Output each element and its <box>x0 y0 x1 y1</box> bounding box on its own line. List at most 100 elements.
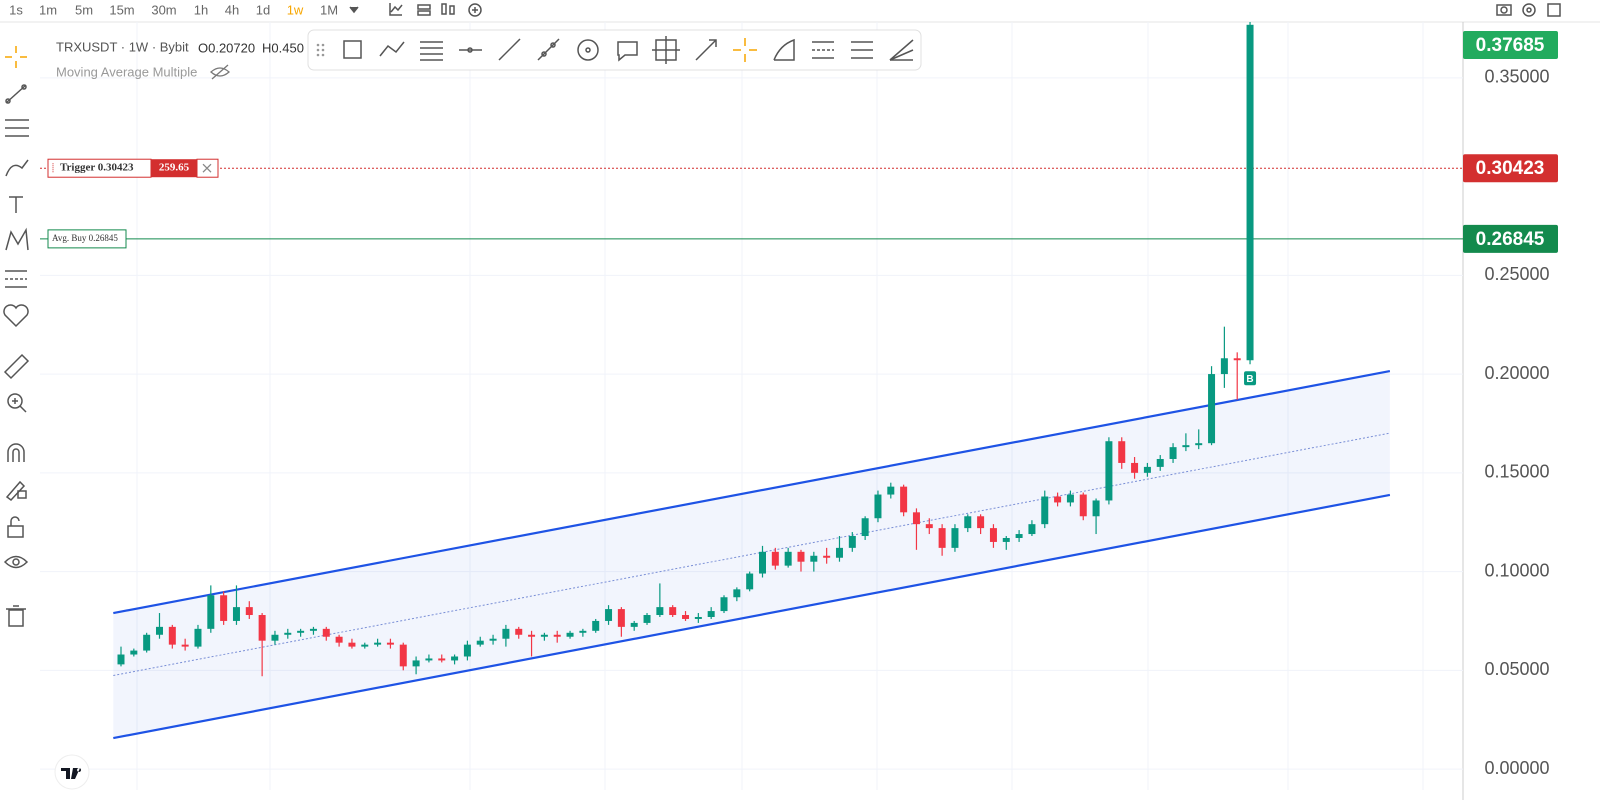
ray-tool[interactable] <box>498 38 521 61</box>
zoom-tool[interactable] <box>7 393 27 413</box>
candle-body <box>759 551 766 574</box>
interval-button[interactable]: 4h <box>225 2 239 17</box>
interval-button[interactable]: 1M <box>320 2 338 17</box>
candle-body <box>1066 494 1074 503</box>
candle-body <box>412 660 420 667</box>
last-price-label: 0.37685 <box>1476 35 1545 56</box>
prediction-tool[interactable] <box>5 270 27 288</box>
candle-body <box>810 555 818 562</box>
candle-body <box>361 644 369 647</box>
candle-body <box>720 597 728 612</box>
candle-body <box>1041 496 1049 525</box>
y-tick-label: 0.00000 <box>1484 758 1549 778</box>
order-label[interactable]: Trigger 0.30423 259.65 <box>47 158 219 178</box>
interval-button[interactable]: 30m <box>151 2 176 17</box>
fib-levels-tool[interactable] <box>851 41 873 59</box>
indicator-visibility[interactable] <box>210 64 230 80</box>
candle-body <box>232 607 240 621</box>
interval-button[interactable]: 1d <box>256 2 270 17</box>
interval-button[interactable]: 1m <box>39 2 57 17</box>
candle-body <box>502 628 510 639</box>
more-intervals[interactable] <box>349 6 359 14</box>
candle-body <box>515 628 523 635</box>
circle-tool[interactable] <box>577 39 599 61</box>
candle-body <box>1118 441 1126 463</box>
price-line-axis-label: 0.30423 <box>1476 158 1545 179</box>
y-tick-label: 0.20000 <box>1484 363 1549 383</box>
arrow-tool[interactable] <box>695 39 717 61</box>
trendline-tool[interactable] <box>5 84 27 104</box>
candle-body <box>900 486 908 513</box>
eye-icon <box>210 64 230 80</box>
logo <box>54 754 90 790</box>
ohlc-open: O0.20720 <box>198 40 255 55</box>
measure-tool[interactable] <box>652 36 680 64</box>
lock-drawings-tool[interactable] <box>5 480 27 502</box>
fib-tool[interactable] <box>5 119 29 137</box>
interval-button[interactable]: 1s <box>9 2 23 17</box>
settings[interactable] <box>1522 3 1536 17</box>
candle-body <box>438 658 446 661</box>
fib-channel-tool[interactable] <box>812 41 834 59</box>
gann-tool[interactable] <box>889 39 914 61</box>
order-label[interactable]: Avg. Buy 0.26845 <box>47 229 127 249</box>
favorites-tool[interactable] <box>3 304 29 328</box>
bar-type[interactable] <box>417 4 431 16</box>
candle-body <box>771 551 779 566</box>
crosshair-tool[interactable] <box>5 46 27 68</box>
channel-lower <box>113 493 1391 740</box>
interval-button[interactable]: 1w <box>287 2 304 17</box>
candle-body <box>309 628 317 631</box>
lines-tool[interactable] <box>420 41 443 61</box>
cross-tool[interactable] <box>733 38 757 62</box>
interval-button[interactable]: 5m <box>75 2 93 17</box>
candle-body <box>1182 445 1190 448</box>
screenshot[interactable] <box>1496 4 1512 16</box>
text-tool[interactable] <box>9 196 23 213</box>
qty-box <box>151 159 197 178</box>
delete-tool[interactable] <box>6 605 26 627</box>
candle-body <box>258 615 266 641</box>
hide-tool[interactable] <box>3 555 29 569</box>
y-tick-label: 0.25000 <box>1484 264 1549 284</box>
order-label-box <box>47 229 127 249</box>
hline-tool[interactable] <box>459 47 482 53</box>
candle-body <box>399 644 407 667</box>
segment-tool[interactable] <box>537 38 560 61</box>
lock-tool[interactable] <box>7 516 24 538</box>
drawing-toolbar-panel <box>307 29 922 71</box>
ruler-tool[interactable] <box>3 353 30 380</box>
y-tick-label: 0.35000 <box>1484 67 1549 87</box>
marker-badge <box>1244 371 1257 386</box>
indicators[interactable] <box>441 3 455 15</box>
add-indicator[interactable] <box>468 3 482 17</box>
callout-tool[interactable] <box>617 41 638 62</box>
candle-body <box>143 634 151 651</box>
interval-button[interactable]: 1h <box>194 2 208 17</box>
drag-handle[interactable] <box>316 43 325 57</box>
candle-body <box>746 573 754 590</box>
rect-tool[interactable] <box>343 40 362 59</box>
candle-body <box>925 524 933 529</box>
interval-button[interactable]: 15m <box>109 2 134 17</box>
magnet-tool[interactable] <box>7 443 25 462</box>
candle-body <box>1233 358 1241 361</box>
candle-body <box>1143 466 1151 473</box>
candle-body <box>643 615 651 623</box>
candle-body <box>938 528 946 548</box>
fullscreen[interactable] <box>1547 3 1561 17</box>
chart-type[interactable] <box>389 3 403 16</box>
brush-tool[interactable] <box>5 159 29 177</box>
candle-body <box>784 551 792 566</box>
y-tick-label: 0.05000 <box>1484 659 1549 679</box>
candle-body <box>476 640 484 645</box>
candle-body <box>617 609 625 627</box>
candle-body <box>194 628 202 647</box>
candle-body <box>733 589 741 598</box>
path-tool[interactable] <box>379 41 405 57</box>
candle-body <box>155 626 163 635</box>
candle-body <box>1105 441 1113 501</box>
pattern-tool[interactable] <box>5 227 29 251</box>
curve-tool[interactable] <box>773 38 795 61</box>
